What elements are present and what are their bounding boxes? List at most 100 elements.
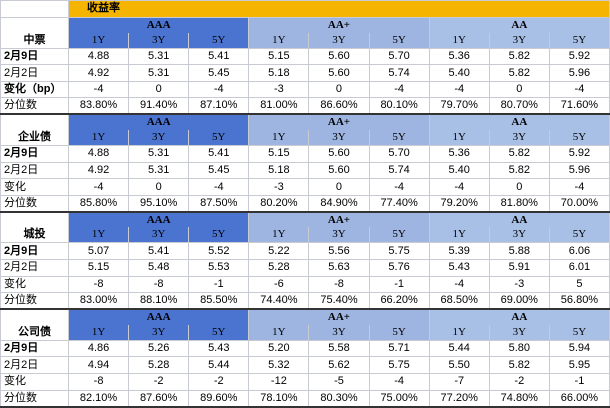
value-cell: 5.96 [548, 64, 610, 82]
value-cell: 75.00% [368, 389, 430, 408]
value-cell: 5.74 [368, 161, 430, 180]
value-cell: -4 [368, 80, 430, 99]
grade-header-row: 公司债 AAA AA+ AA [0, 308, 610, 341]
row-label: 分位数 [0, 194, 69, 213]
value-cell: -1 [368, 275, 430, 294]
tenor-label: 1Y [428, 227, 490, 244]
tenor-label: 3Y [308, 227, 370, 244]
value-cell: 74.40% [248, 292, 310, 311]
value-cell: 5.28 [248, 259, 310, 277]
value-cell: 4.88 [67, 47, 130, 66]
value-cell: -4 [428, 275, 490, 294]
value-cell: 5.41 [188, 47, 250, 66]
tenor-label: 1Y [428, 324, 490, 341]
value-cell: 5.71 [368, 339, 430, 358]
value-cell: 5.60 [308, 47, 370, 66]
value-cell: 5.95 [548, 356, 610, 375]
value-cell: -2 [188, 373, 250, 391]
table-row: 2月2日 5.15 5.48 5.53 5.28 5.63 5.76 5.43 5.91 6.01 [0, 259, 610, 277]
grade-label: AAA [67, 113, 250, 131]
value-cell: 5.48 [128, 259, 190, 277]
value-cell: 5.88 [488, 242, 550, 261]
grade-header-row: 中票 AAA AA+ AA [0, 16, 610, 49]
value-cell: 87.10% [188, 97, 250, 116]
value-cell: 80.70% [488, 97, 550, 116]
value-cell: 5.76 [368, 259, 430, 277]
tenor-label: 3Y [488, 227, 550, 244]
value-cell: 5.31 [128, 145, 190, 163]
grade-label: AA [428, 16, 610, 33]
value-cell: -2 [128, 373, 190, 391]
table-row: 2月9日 4.86 5.26 5.43 5.20 5.58 5.71 5.44 5.80 5.94 [0, 339, 610, 358]
value-cell: 5.28 [128, 356, 190, 375]
value-cell: 82.10% [67, 389, 130, 408]
value-cell: 79.70% [428, 97, 490, 116]
tenor-label: 1Y [428, 32, 490, 49]
value-cell: 5.62 [308, 356, 370, 375]
value-cell: 5.26 [128, 339, 190, 358]
section-name: 城投 [0, 211, 69, 244]
grade-label: AA [428, 113, 610, 131]
tenor-header-row: 1Y 3Y 5Y 1Y 3Y 5Y 1Y 3Y 5Y [1, 227, 610, 244]
tenor-label: 1Y [248, 227, 310, 244]
value-cell: 78.10% [248, 389, 310, 408]
value-cell: 4.92 [67, 161, 130, 180]
table-row: 变化 -4 0 -4 -3 0 -4 -4 0 -4 [0, 178, 610, 196]
value-cell: 5.36 [428, 47, 490, 66]
value-cell: 79.20% [428, 194, 490, 213]
value-cell: 81.00% [248, 97, 310, 116]
row-label: 分位数 [0, 292, 69, 311]
value-cell: -1 [548, 373, 610, 391]
row-label: 变化（bp） [0, 80, 69, 99]
value-cell: 5.44 [188, 356, 250, 375]
grade-header-row: 企业债 AAA AA+ AA [0, 113, 610, 147]
title-row: 收益率 [0, 0, 610, 18]
table-title: 收益率 [68, 0, 610, 18]
value-cell: 69.00% [488, 292, 550, 311]
value-cell: 5.40 [428, 64, 490, 82]
value-cell: 74.80% [488, 389, 550, 408]
value-cell: 0 [128, 178, 190, 196]
value-cell: 0 [488, 80, 550, 99]
tenor-label: 3Y [308, 130, 370, 147]
value-cell: -4 [67, 80, 130, 99]
tenor-label: 5Y [368, 130, 430, 147]
value-cell: 6.06 [548, 242, 610, 261]
table-row: 分位数 82.10% 87.60% 89.60% 78.10% 80.30% 75.00% 7… [0, 389, 610, 408]
value-cell: -4 [67, 178, 130, 196]
table-row: 分位数 83.80% 91.40% 87.10% 81.00% 86.60% 80.10% 7… [0, 97, 610, 116]
row-label: 2月9日 [0, 242, 69, 261]
value-cell: 5.44 [428, 339, 490, 358]
tenor-label: 5Y [368, 227, 430, 244]
grade-label: AA+ [248, 16, 430, 33]
table-row: 2月2日 4.92 5.31 5.45 5.18 5.60 5.74 5.40 5.82 5.96 [0, 64, 610, 82]
value-cell: 83.80% [67, 97, 130, 116]
value-cell: 5.82 [488, 161, 550, 180]
grade-header-row: 城投 AAA AA+ AA [0, 211, 610, 244]
value-cell: 5.80 [488, 339, 550, 358]
tenor-header-row: 1Y 3Y 5Y 1Y 3Y 5Y 1Y 3Y 5Y [1, 130, 610, 147]
row-label: 变化 [0, 178, 69, 196]
value-cell: 80.30% [308, 389, 370, 408]
value-cell: 5.41 [128, 242, 190, 261]
value-cell: 77.40% [368, 194, 430, 213]
value-cell: 5.36 [428, 145, 490, 163]
tenor-label: 5Y [548, 130, 610, 147]
value-cell: 5.92 [548, 145, 610, 163]
value-cell: 5.15 [248, 47, 310, 66]
grade-label: AA+ [248, 113, 430, 131]
value-cell: 5.58 [308, 339, 370, 358]
tenor-header-row: 1Y 3Y 5Y 1Y 3Y 5Y 1Y 3Y 5Y [1, 324, 610, 341]
value-cell: 5.50 [428, 356, 490, 375]
value-cell: -3 [488, 275, 550, 294]
value-cell: 5.40 [428, 161, 490, 180]
value-cell: 5.56 [308, 242, 370, 261]
row-label: 分位数 [0, 389, 69, 408]
tenor-label: 3Y [128, 130, 190, 147]
value-cell: 5.18 [248, 64, 310, 82]
value-cell: 5.92 [548, 47, 610, 66]
row-label: 2月9日 [0, 47, 69, 66]
value-cell: 56.80% [548, 292, 610, 311]
tenor-label: 3Y [308, 324, 370, 341]
value-cell: 0 [308, 80, 370, 99]
